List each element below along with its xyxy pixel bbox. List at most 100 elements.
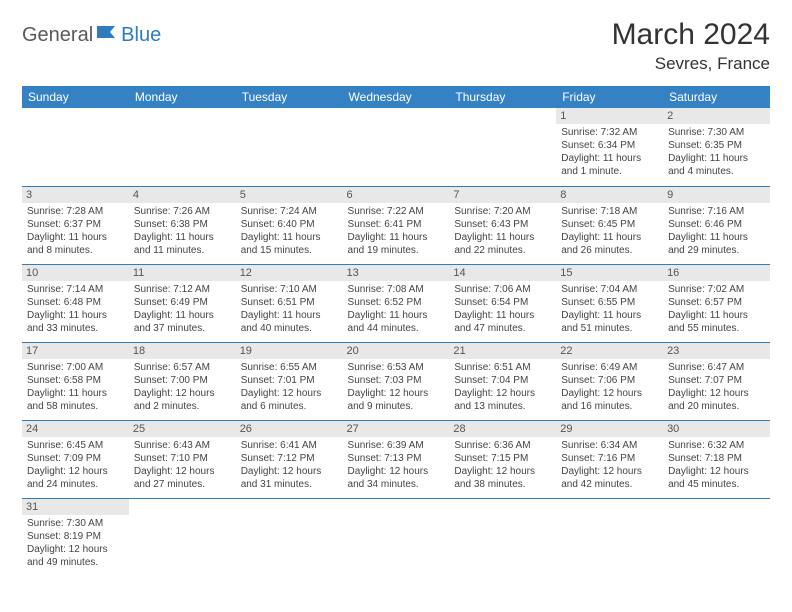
day-number: 30 [663,421,770,437]
day-info: Sunrise: 7:12 AMSunset: 6:49 PMDaylight:… [133,283,232,335]
calendar-table: SundayMondayTuesdayWednesdayThursdayFrid… [22,86,770,576]
calendar-row: 24Sunrise: 6:45 AMSunset: 7:09 PMDayligh… [22,420,770,498]
day-info: Sunrise: 7:04 AMSunset: 6:55 PMDaylight:… [560,283,659,335]
day-number: 20 [343,343,450,359]
calendar-day-cell: 8Sunrise: 7:18 AMSunset: 6:45 PMDaylight… [556,186,663,264]
day-number: 11 [129,265,236,281]
day-info: Sunrise: 6:41 AMSunset: 7:12 PMDaylight:… [240,439,339,491]
day-info: Sunrise: 7:16 AMSunset: 6:46 PMDaylight:… [667,205,766,257]
weekday-header: Thursday [449,86,556,108]
day-info: Sunrise: 7:28 AMSunset: 6:37 PMDaylight:… [26,205,125,257]
day-info: Sunrise: 6:57 AMSunset: 7:00 PMDaylight:… [133,361,232,413]
calendar-day-cell: 24Sunrise: 6:45 AMSunset: 7:09 PMDayligh… [22,420,129,498]
sunset-text: Sunset: 7:16 PM [561,452,658,465]
calendar-empty-cell [236,108,343,186]
weekday-header: Monday [129,86,236,108]
sunset-text: Sunset: 7:09 PM [27,452,124,465]
daylight-text: Daylight: 11 hours and 19 minutes. [348,231,445,257]
calendar-empty-cell [343,498,450,576]
sunrise-text: Sunrise: 7:16 AM [668,205,765,218]
sunrise-text: Sunrise: 7:30 AM [27,517,124,530]
logo-text-general: General [22,24,93,47]
calendar-row: 17Sunrise: 7:00 AMSunset: 6:58 PMDayligh… [22,342,770,420]
sunset-text: Sunset: 6:48 PM [27,296,124,309]
calendar-day-cell: 26Sunrise: 6:41 AMSunset: 7:12 PMDayligh… [236,420,343,498]
daylight-text: Daylight: 12 hours and 6 minutes. [241,387,338,413]
sunrise-text: Sunrise: 6:41 AM [241,439,338,452]
daylight-text: Daylight: 11 hours and 58 minutes. [27,387,124,413]
sunrise-text: Sunrise: 7:20 AM [454,205,551,218]
daylight-text: Daylight: 12 hours and 38 minutes. [454,465,551,491]
calendar-day-cell: 6 Sunrise: 7:22 AMSunset: 6:41 PMDaylight… [343,186,450,264]
calendar-day-cell: 23Sunrise: 6:47 AMSunset: 7:07 PMDayligh… [663,342,770,420]
calendar-day-cell: 4Sunrise: 7:26 AMSunset: 6:38 PMDaylight… [129,186,236,264]
calendar-day-cell: 12Sunrise: 7:10 AMSunset: 6:51 PMDayligh… [236,264,343,342]
logo-text-blue: Blue [121,24,161,47]
daylight-text: Daylight: 11 hours and 47 minutes. [454,309,551,335]
day-number: 22 [556,343,663,359]
day-info: Sunrise: 7:00 AMSunset: 6:58 PMDaylight:… [26,361,125,413]
daylight-text: Daylight: 11 hours and 37 minutes. [134,309,231,335]
day-info: Sunrise: 7:32 AMSunset: 6:34 PMDaylight:… [560,126,659,178]
day-info: Sunrise: 7:14 AMSunset: 6:48 PMDaylight:… [26,283,125,335]
sunset-text: Sunset: 7:13 PM [348,452,445,465]
day-number: 29 [556,421,663,437]
calendar-day-cell: 3Sunrise: 7:28 AMSunset: 6:37 PMDaylight… [22,186,129,264]
day-number: 25 [129,421,236,437]
sunset-text: Sunset: 6:40 PM [241,218,338,231]
calendar-empty-cell [129,498,236,576]
day-number: 4 [129,187,236,203]
sunrise-text: Sunrise: 7:12 AM [134,283,231,296]
sunset-text: Sunset: 7:04 PM [454,374,551,387]
calendar-day-cell: 17Sunrise: 7:00 AMSunset: 6:58 PMDayligh… [22,342,129,420]
daylight-text: Daylight: 11 hours and 55 minutes. [668,309,765,335]
calendar-day-cell: 7 Sunrise: 7:20 AMSunset: 6:43 PMDaylight… [449,186,556,264]
day-info: Sunrise: 7:20 AMSunset: 6:43 PMDaylight:… [453,205,552,257]
sunset-text: Sunset: 7:03 PM [348,374,445,387]
day-number: 27 [343,421,450,437]
day-info: Sunrise: 7:22 AMSunset: 6:41 PMDaylight:… [347,205,446,257]
calendar-day-cell: 1Sunrise: 7:32 AMSunset: 6:34 PMDaylight… [556,108,663,186]
day-number: 24 [22,421,129,437]
calendar-day-cell: 22Sunrise: 6:49 AMSunset: 7:06 PMDayligh… [556,342,663,420]
sunset-text: Sunset: 7:15 PM [454,452,551,465]
sunrise-text: Sunrise: 7:32 AM [561,126,658,139]
sunrise-text: Sunrise: 6:49 AM [561,361,658,374]
day-info: Sunrise: 6:39 AMSunset: 7:13 PMDaylight:… [347,439,446,491]
day-number: 28 [449,421,556,437]
daylight-text: Daylight: 12 hours and 49 minutes. [27,543,124,569]
sunrise-text: Sunrise: 7:04 AM [561,283,658,296]
calendar-day-cell: 25Sunrise: 6:43 AMSunset: 7:10 PMDayligh… [129,420,236,498]
calendar-day-cell: 29 Sunrise: 6:34 AMSunset: 7:16 PMDayligh… [556,420,663,498]
day-info: Sunrise: 6:32 AMSunset: 7:18 PMDaylight:… [667,439,766,491]
weekday-header: Friday [556,86,663,108]
daylight-text: Daylight: 12 hours and 24 minutes. [27,465,124,491]
day-number: 5 [236,187,343,203]
calendar-day-cell: 31Sunrise: 7:30 AMSunset: 8:19 PMDayligh… [22,498,129,576]
calendar-empty-cell [343,108,450,186]
day-info: Sunrise: 7:30 AMSunset: 6:35 PMDaylight:… [667,126,766,178]
day-number: 6 [343,187,450,203]
sunset-text: Sunset: 7:06 PM [561,374,658,387]
day-info: Sunrise: 6:34 AMSunset: 7:16 PMDaylight:… [560,439,659,491]
sunset-text: Sunset: 6:41 PM [348,218,445,231]
daylight-text: Daylight: 11 hours and 33 minutes. [27,309,124,335]
sunrise-text: Sunrise: 6:36 AM [454,439,551,452]
calendar-day-cell: 2Sunrise: 7:30 AMSunset: 6:35 PMDaylight… [663,108,770,186]
sunset-text: Sunset: 6:52 PM [348,296,445,309]
weekday-header-row: SundayMondayTuesdayWednesdayThursdayFrid… [22,86,770,108]
daylight-text: Daylight: 12 hours and 34 minutes. [348,465,445,491]
sunset-text: Sunset: 7:12 PM [241,452,338,465]
sunset-text: Sunset: 6:37 PM [27,218,124,231]
day-number: 9 [663,187,770,203]
day-number: 7 [449,187,556,203]
calendar-empty-cell [663,498,770,576]
calendar-day-cell: 20Sunrise: 6:53 AMSunset: 7:03 PMDayligh… [343,342,450,420]
title-block: March 2024 Sevres, France [612,18,770,74]
logo: General Blue [22,24,161,47]
day-info: Sunrise: 7:18 AMSunset: 6:45 PMDaylight:… [560,205,659,257]
calendar-day-cell: 15Sunrise: 7:04 AMSunset: 6:55 PMDayligh… [556,264,663,342]
calendar-empty-cell [22,108,129,186]
calendar-day-cell: 21Sunrise: 6:51 AMSunset: 7:04 PMDayligh… [449,342,556,420]
weekday-header: Wednesday [343,86,450,108]
